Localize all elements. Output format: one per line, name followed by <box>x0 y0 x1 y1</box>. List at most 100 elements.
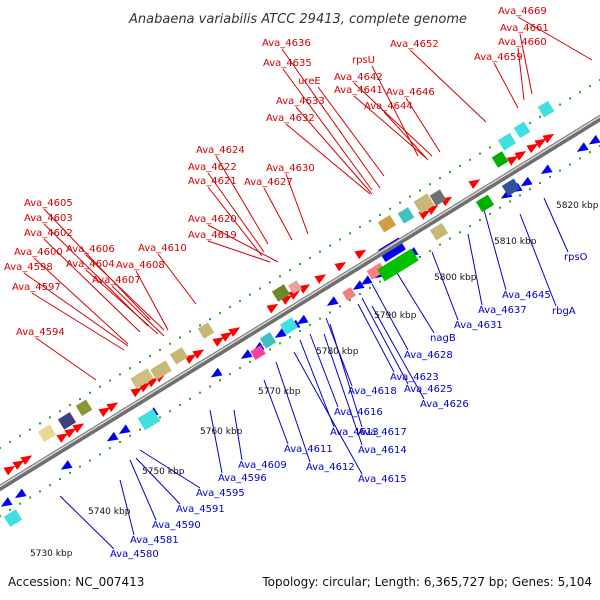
reverse-gene-arrow <box>588 134 600 145</box>
top-gene-label: Ava_4621 <box>188 176 237 187</box>
reverse-gene-arrow <box>106 431 119 442</box>
tick-dot <box>229 305 231 308</box>
ruler-label: 5780 kbp <box>316 347 359 357</box>
ruler-label: 5790 kbp <box>374 311 417 321</box>
tick-dot <box>19 502 21 505</box>
tick-dot <box>549 175 551 178</box>
top-gene-label: Ava_4635 <box>263 58 312 69</box>
reverse-gene-arrow <box>118 424 131 435</box>
forward-gene-arrow <box>220 332 233 342</box>
forward-gene-box <box>75 399 93 417</box>
tick-dot <box>39 490 41 493</box>
tick-dot <box>289 336 291 339</box>
tick-dot <box>429 249 431 252</box>
tick-dot <box>139 361 141 364</box>
tick-dot <box>219 312 221 315</box>
reverse-gene-arrow <box>540 164 553 175</box>
bottom-gene-label: Ava_4609 <box>238 460 287 471</box>
ruler-label: 5810 kbp <box>494 237 537 247</box>
bottom-gene-label: Ava_4645 <box>502 290 551 301</box>
tick-dot <box>499 206 501 209</box>
tick-dot <box>339 305 341 308</box>
tick-dot <box>109 379 111 382</box>
forward-gene-arrow <box>314 274 327 284</box>
top-label-leader <box>383 111 429 161</box>
tick-dot <box>589 85 591 88</box>
tick-dot <box>529 121 531 124</box>
forward-gene-arrow <box>212 337 225 347</box>
bottom-label-leader <box>293 351 363 475</box>
reverse-gene-arrow <box>210 367 223 378</box>
tick-dot <box>179 404 181 406</box>
forward-gene-box <box>413 193 435 214</box>
top-gene-label: ureE <box>298 76 321 87</box>
top-label-leader <box>263 187 293 241</box>
top-label-leader <box>43 238 141 333</box>
forward-gene-arrow <box>192 349 205 360</box>
tick-dot <box>79 397 81 400</box>
top-gene-label: Ava_4600 <box>14 247 63 258</box>
top-gene-label: Ava_4603 <box>24 213 73 224</box>
top-gene-label: Ava_4633 <box>276 96 325 107</box>
top-label-leader <box>517 47 525 101</box>
bottom-label-leader <box>119 479 135 536</box>
tick-dot <box>329 244 331 247</box>
tick-dot <box>299 330 301 332</box>
bottom-gene-label: Ava_4590 <box>152 520 201 531</box>
top-gene-label: Ava_4624 <box>196 145 245 156</box>
tick-dot <box>29 428 31 431</box>
bottom-label-leader <box>233 409 243 461</box>
tick-dot <box>109 447 111 450</box>
tick-dot <box>469 225 471 228</box>
top-label-leader <box>405 97 441 153</box>
top-label-leader <box>207 240 271 263</box>
forward-gene-box <box>537 100 555 118</box>
accession-text: Accession: NC_007413 <box>8 575 144 589</box>
top-gene-label: rpsU <box>352 55 375 66</box>
bottom-label-leader <box>431 251 459 321</box>
reverse-gene-box <box>342 287 356 301</box>
reverse-gene-arrow <box>352 280 365 290</box>
tick-dot <box>269 281 271 284</box>
top-label-leader <box>295 106 373 195</box>
top-label-leader <box>285 123 371 195</box>
bottom-label-leader <box>299 339 335 428</box>
bottom-label-leader <box>263 379 289 445</box>
bottom-gene-label: rpsO <box>564 252 588 263</box>
bottom-gene-label: Ava_4591 <box>176 504 225 515</box>
tick-dot <box>39 422 41 425</box>
reverse-gene-box <box>3 509 23 527</box>
tick-dot <box>0 515 1 517</box>
reverse-gene-arrow <box>296 314 309 325</box>
top-gene-label: Ava_4607 <box>92 275 141 286</box>
bottom-gene-label: Ava_4626 <box>420 399 469 410</box>
tick-dot <box>229 373 231 376</box>
top-label-leader <box>207 172 265 253</box>
top-gene-label: Ava_4598 <box>4 262 53 273</box>
tick-dot <box>519 194 521 197</box>
forward-gene-arrow <box>64 428 77 438</box>
tick-dot <box>149 355 151 357</box>
reverse-gene-box <box>377 248 419 282</box>
forward-gene-box <box>57 412 77 430</box>
ruler-label: 5800 kbp <box>434 273 477 283</box>
bottom-gene-label: Ava_4581 <box>130 535 179 546</box>
genome-backbone <box>0 114 600 492</box>
tick-dot <box>589 151 591 154</box>
top-label-leader <box>517 16 593 61</box>
tick-dot <box>189 330 191 333</box>
tick-dot <box>119 373 121 376</box>
tick-dot <box>319 250 321 253</box>
top-gene-label: Ava_4646 <box>386 87 435 98</box>
forward-gene-arrow <box>468 179 481 189</box>
tick-dot <box>189 397 191 400</box>
tick-dot <box>49 416 51 419</box>
forward-gene-arrow <box>12 460 25 470</box>
top-label-leader <box>85 254 165 331</box>
forward-gene-arrow <box>534 138 547 149</box>
bottom-label-leader <box>371 305 425 400</box>
tick-dot <box>379 213 381 216</box>
bottom-gene-label: Ava_4596 <box>218 473 267 484</box>
top-gene-label: Ava_4622 <box>188 162 237 173</box>
tick-dot <box>239 299 241 302</box>
